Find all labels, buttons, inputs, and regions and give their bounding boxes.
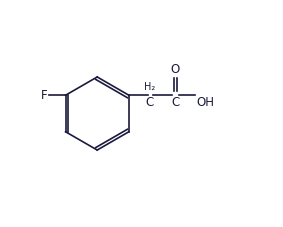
Text: OH: OH: [196, 96, 215, 109]
Text: C: C: [171, 96, 179, 109]
Text: C: C: [146, 96, 154, 109]
Text: O: O: [171, 63, 180, 76]
Text: H₂: H₂: [144, 82, 156, 92]
Text: F: F: [40, 89, 47, 102]
